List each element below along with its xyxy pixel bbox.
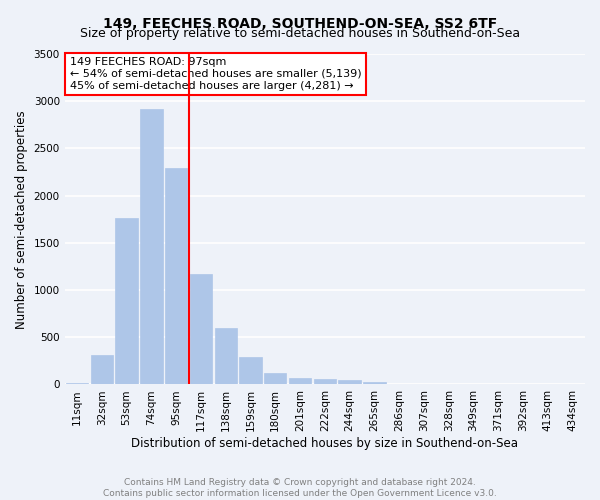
Bar: [314, 380, 336, 384]
Text: Contains HM Land Registry data © Crown copyright and database right 2024.
Contai: Contains HM Land Registry data © Crown c…: [103, 478, 497, 498]
Text: Size of property relative to semi-detached houses in Southend-on-Sea: Size of property relative to semi-detach…: [80, 28, 520, 40]
Bar: [239, 357, 262, 384]
Bar: [338, 380, 361, 384]
Bar: [66, 382, 88, 384]
X-axis label: Distribution of semi-detached houses by size in Southend-on-Sea: Distribution of semi-detached houses by …: [131, 437, 518, 450]
Bar: [190, 274, 212, 384]
Bar: [215, 328, 237, 384]
Bar: [140, 109, 163, 384]
Bar: [91, 355, 113, 384]
Bar: [363, 382, 386, 384]
Text: 149 FEECHES ROAD: 97sqm
← 54% of semi-detached houses are smaller (5,139)
45% of: 149 FEECHES ROAD: 97sqm ← 54% of semi-de…: [70, 58, 361, 90]
Text: 149, FEECHES ROAD, SOUTHEND-ON-SEA, SS2 6TF: 149, FEECHES ROAD, SOUTHEND-ON-SEA, SS2 …: [103, 18, 497, 32]
Bar: [264, 373, 286, 384]
Bar: [289, 378, 311, 384]
Y-axis label: Number of semi-detached properties: Number of semi-detached properties: [15, 110, 28, 328]
Bar: [165, 168, 187, 384]
Bar: [115, 218, 138, 384]
